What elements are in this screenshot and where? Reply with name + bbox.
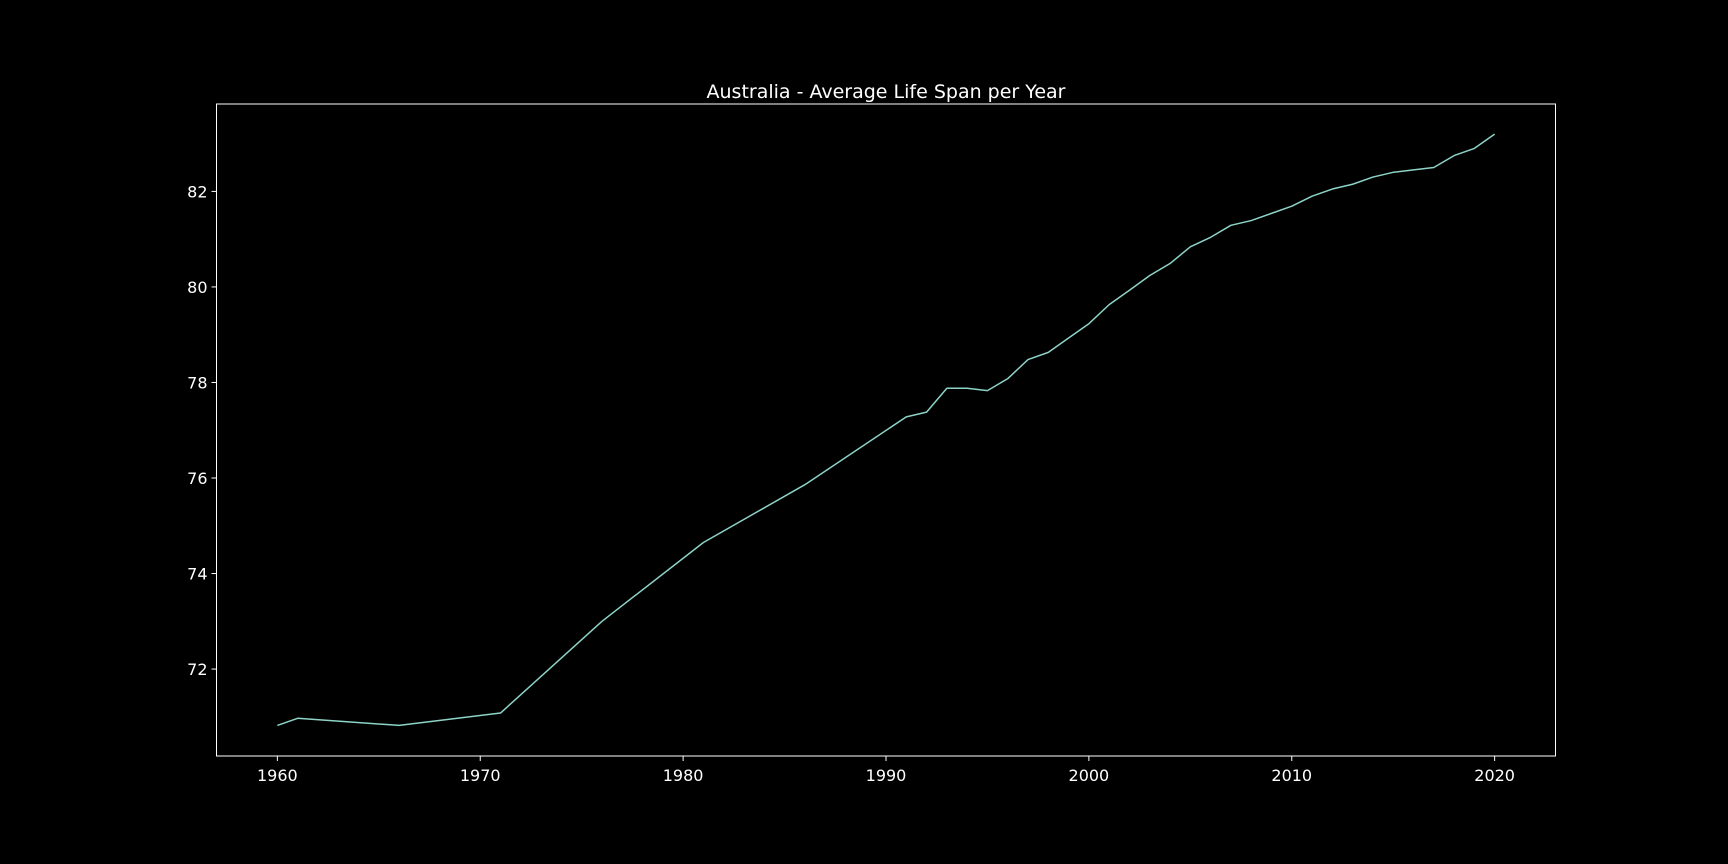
x-tick-label: 1970 <box>460 766 501 785</box>
y-tick-label: 76 <box>187 469 207 488</box>
x-tick-label: 1990 <box>866 766 907 785</box>
y-axis: 72 74 76 78 80 82 <box>187 182 217 679</box>
x-tick-label: 2020 <box>1474 766 1515 785</box>
y-tick-label: 78 <box>187 373 207 392</box>
x-axis: 1960 1970 1980 1990 2000 2010 2020 <box>257 756 1515 785</box>
x-tick-label: 1980 <box>663 766 704 785</box>
y-tick-label: 72 <box>187 660 207 679</box>
y-tick-label: 80 <box>187 278 207 297</box>
x-tick-label: 1960 <box>257 766 298 785</box>
plot-area-frame <box>216 103 1556 757</box>
x-tick-label: 2000 <box>1069 766 1110 785</box>
series-line <box>277 133 1496 727</box>
y-tick-label: 82 <box>187 182 207 201</box>
chart-title: Australia - Average Life Span per Year <box>707 81 1066 103</box>
y-tick-label: 74 <box>187 565 207 584</box>
x-tick-label: 2010 <box>1271 766 1312 785</box>
